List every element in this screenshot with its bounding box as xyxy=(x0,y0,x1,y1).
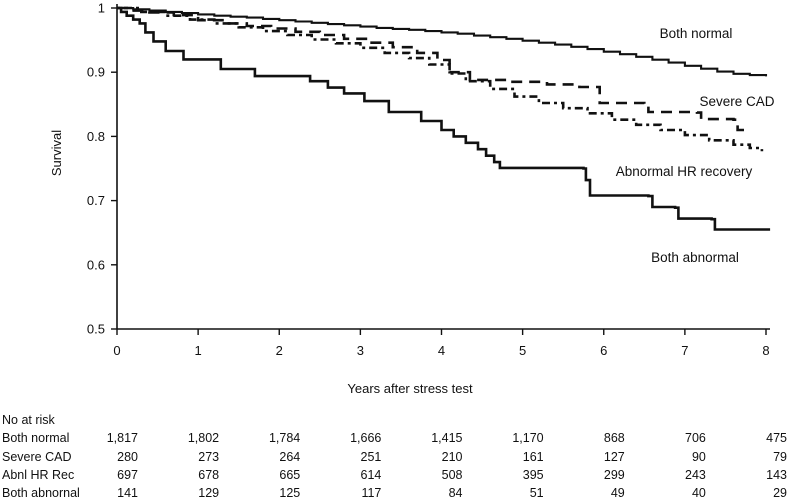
risk-cell: 243 xyxy=(685,468,706,482)
y-axis-ticks: 1 0.9 0.8 0.7 0.6 0.5 xyxy=(87,1,117,337)
risk-row-label: Severe CAD xyxy=(2,450,72,464)
risk-row-abnl-hr-rec: Abnl HR Rec 697 678 665 614 508 395 299 243 143 xyxy=(0,468,788,484)
x-tick-label: 3 xyxy=(357,343,364,358)
risk-cell: 125 xyxy=(279,486,301,497)
risk-cell: 868 xyxy=(603,431,625,445)
risk-cell: 129 xyxy=(198,486,220,497)
risk-row-both-normal: Both normal 1,817 1,802 1,784 1,666 1,415 1,17… xyxy=(0,431,788,447)
x-tick-label: 6 xyxy=(600,343,607,358)
risk-cell: 1,817 xyxy=(106,431,138,445)
risk-cell: 51 xyxy=(529,486,544,497)
risk-cell: 117 xyxy=(361,486,382,497)
y-tick-label: 0.5 xyxy=(87,322,105,337)
x-tick-label: 4 xyxy=(438,343,445,358)
curve-label-severe-cad: Severe CAD xyxy=(699,94,774,109)
curve-label-both-abnormal: Both abnormal xyxy=(651,250,739,265)
x-tick-label: 8 xyxy=(762,343,769,358)
x-tick-label: 7 xyxy=(681,343,688,358)
risk-row-label: Both normal xyxy=(2,431,70,445)
risk-row-both-abnormal: Both abnornal 141 129 125 117 84 51 49 40 29 xyxy=(0,486,788,497)
risk-cell: 280 xyxy=(117,450,138,464)
x-tick-label: 1 xyxy=(195,343,202,358)
risk-cell: 127 xyxy=(603,450,625,464)
risk-cell: 264 xyxy=(279,450,301,464)
risk-cell: 161 xyxy=(522,450,544,464)
risk-table-title: No at risk xyxy=(2,413,55,427)
risk-cell: 395 xyxy=(522,468,544,482)
risk-row-severe-cad: Severe CAD 280 273 264 251 210 161 127 90 79 xyxy=(0,450,788,466)
curve-label-abnormal-hr-recovery: Abnormal HR recovery xyxy=(616,164,753,179)
risk-cell: 508 xyxy=(441,468,463,482)
survival-chart: 1 0.9 0.8 0.7 0.6 0.5 0 1 2 3 4 5 6 7 8 Both normal S… xyxy=(49,1,775,397)
risk-cell: 49 xyxy=(610,486,625,497)
risk-cell: 1,802 xyxy=(187,431,220,445)
y-tick-label: 1 xyxy=(98,1,105,16)
risk-cell: 706 xyxy=(685,431,706,445)
risk-cell: 210 xyxy=(441,450,463,464)
x-axis-ticks: 0 1 2 3 4 5 6 7 8 xyxy=(113,329,770,358)
curve-label-both-normal: Both normal xyxy=(660,26,733,41)
risk-cell: 1,666 xyxy=(350,431,382,445)
y-axis-title: Survival xyxy=(49,130,64,176)
risk-row-label: Abnl HR Rec xyxy=(2,468,75,482)
x-tick-label: 0 xyxy=(113,343,120,358)
risk-cell: 1,170 xyxy=(512,431,544,445)
x-axis-title: Years after stress test xyxy=(347,381,473,396)
risk-cell: 40 xyxy=(691,486,706,497)
y-tick-label: 0.7 xyxy=(87,193,105,208)
risk-cell: 90 xyxy=(691,450,706,464)
risk-cell: 29 xyxy=(773,486,787,497)
risk-cell: 1,784 xyxy=(268,431,301,445)
risk-cell: 1,415 xyxy=(431,431,463,445)
risk-cell: 273 xyxy=(198,450,220,464)
survival-curves xyxy=(117,6,771,231)
risk-cell: 79 xyxy=(773,450,787,464)
y-tick-label: 0.8 xyxy=(87,129,105,144)
curve-both-normal xyxy=(117,6,768,77)
risk-cell: 141 xyxy=(117,486,138,497)
risk-cell: 475 xyxy=(766,431,787,445)
y-tick-label: 0.6 xyxy=(87,257,105,272)
x-tick-label: 5 xyxy=(519,343,526,358)
curve-both-abnormal xyxy=(117,6,771,231)
risk-cell: 697 xyxy=(117,468,138,482)
risk-cell: 84 xyxy=(448,486,463,497)
risk-cell: 665 xyxy=(279,468,301,482)
y-tick-label: 0.9 xyxy=(87,65,105,80)
risk-cell: 614 xyxy=(360,468,382,482)
x-tick-label: 2 xyxy=(276,343,283,358)
curve-severe-cad xyxy=(117,6,750,132)
risk-cell: 251 xyxy=(360,450,382,464)
risk-cell: 678 xyxy=(198,468,220,482)
risk-cell: 299 xyxy=(603,468,625,482)
risk-cell: 143 xyxy=(766,468,787,482)
risk-row-label: Both abnornal xyxy=(2,486,80,497)
